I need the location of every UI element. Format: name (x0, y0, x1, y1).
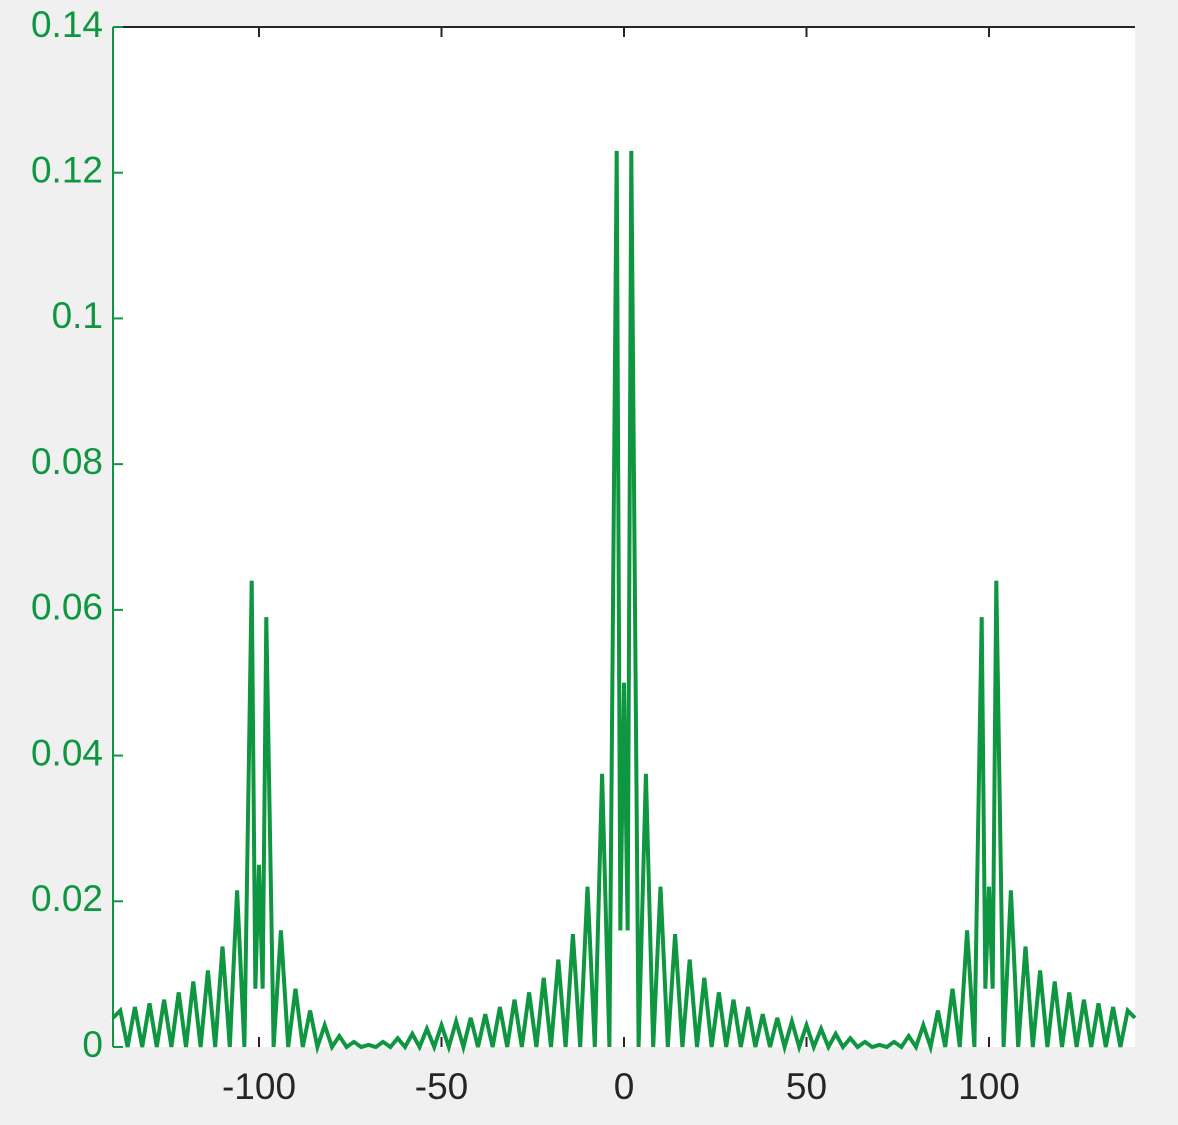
y-tick-label: 0.02 (31, 878, 103, 919)
x-tick-label: -50 (415, 1066, 468, 1107)
plot-area (113, 27, 1135, 1047)
y-tick-label: 0 (82, 1024, 103, 1065)
y-tick-label: 0.06 (31, 587, 103, 628)
y-tick-label: 0.04 (31, 732, 103, 773)
y-tick-label: 0.12 (31, 149, 103, 190)
x-tick-label: 0 (614, 1066, 635, 1107)
x-tick-label: -100 (222, 1066, 296, 1107)
y-tick-label: 0.08 (31, 441, 103, 482)
y-tick-label: 0.14 (31, 4, 103, 45)
x-tick-label: 100 (958, 1066, 1020, 1107)
y-tick-label: 0.1 (52, 295, 103, 336)
x-tick-label: 50 (786, 1066, 827, 1107)
data-line (111, 150, 1137, 1055)
